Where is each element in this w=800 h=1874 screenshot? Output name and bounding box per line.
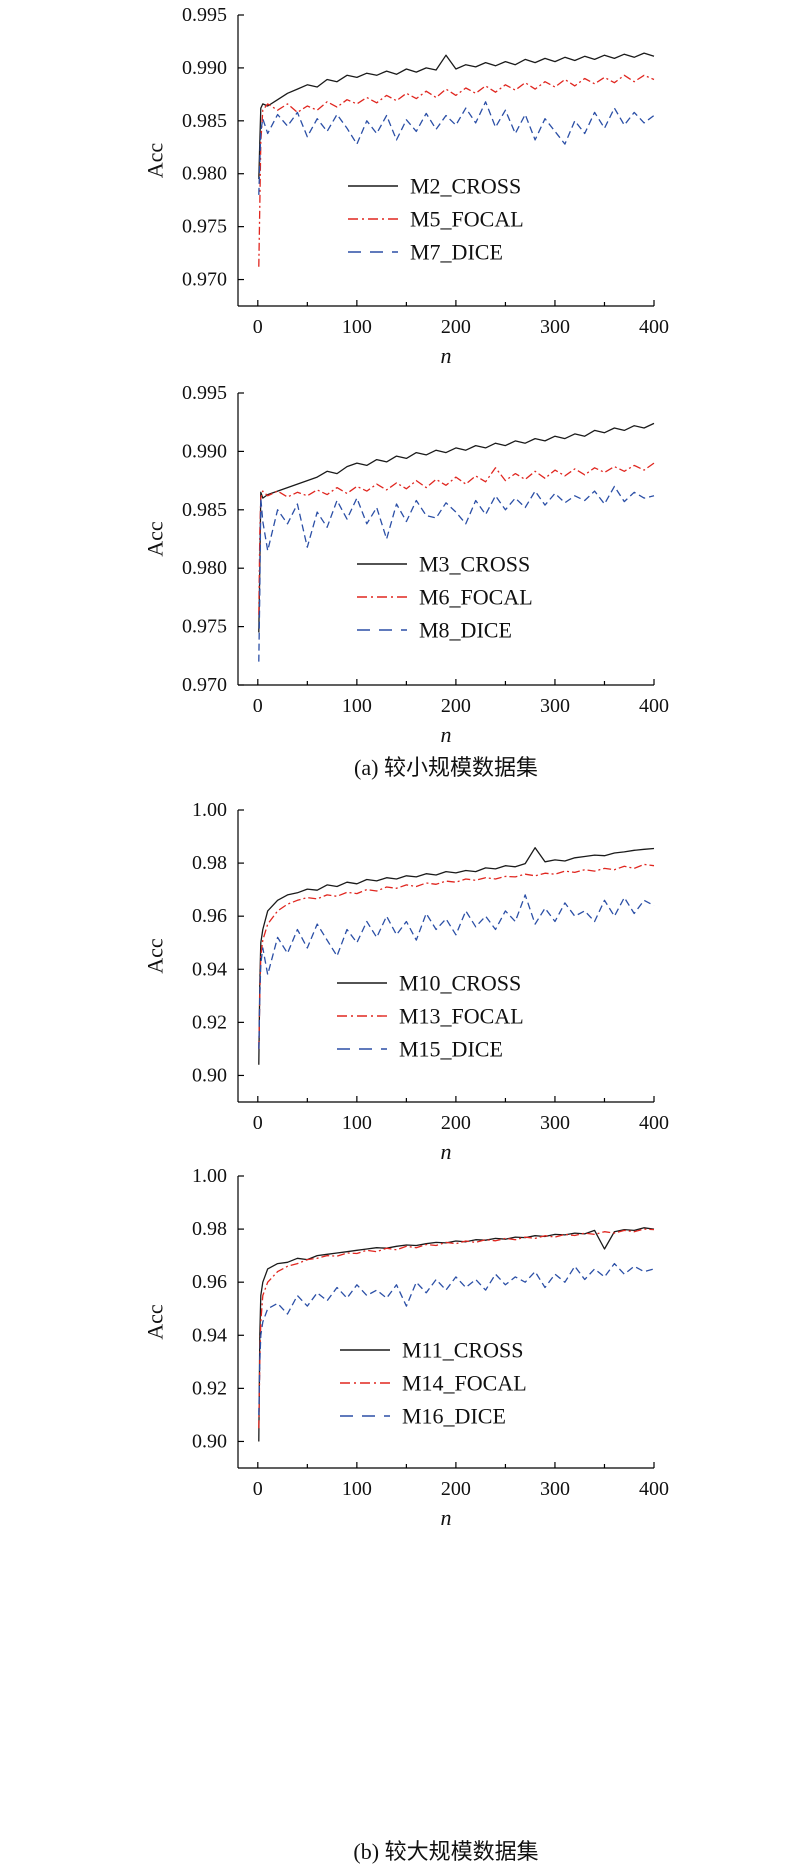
y-tick-label: 0.90 bbox=[192, 1064, 227, 1086]
y-tick-label: 0.92 bbox=[192, 1011, 227, 1033]
y-tick-label: 0.96 bbox=[192, 1271, 227, 1293]
x-tick-label: 400 bbox=[639, 695, 669, 717]
legend-entry-m10-cross: M10_CROSS bbox=[337, 971, 521, 996]
x-tick-label: 200 bbox=[441, 1478, 471, 1500]
series-line-m8-dice bbox=[258, 485, 655, 662]
x-tick-label: 300 bbox=[540, 1112, 570, 1134]
y-tick-label: 0.980 bbox=[182, 163, 227, 185]
y-tick-label: 0.975 bbox=[182, 216, 227, 238]
y-tick-label: 0.94 bbox=[192, 1324, 227, 1346]
y-tick-label: 0.92 bbox=[192, 1377, 227, 1399]
series-line-m2-cross bbox=[258, 52, 655, 180]
legend-entry-m11-cross: M11_CROSS bbox=[340, 1338, 523, 1363]
legend-label: M8_DICE bbox=[419, 618, 512, 643]
legend-label: M7_DICE bbox=[410, 240, 503, 265]
legend-label: M6_FOCAL bbox=[419, 585, 533, 610]
x-tick-label: 0 bbox=[253, 1478, 263, 1500]
x-tick-label: 0 bbox=[253, 1112, 263, 1134]
legend-entry-m14-focal: M14_FOCAL bbox=[340, 1371, 527, 1396]
y-axis-label: Acc bbox=[143, 143, 168, 179]
x-tick-label: 300 bbox=[540, 316, 570, 338]
legend-label: M11_CROSS bbox=[402, 1338, 523, 1363]
y-tick-label: 0.98 bbox=[192, 852, 227, 874]
y-tick-label: 0.975 bbox=[182, 616, 227, 638]
chart-1: 0.995 0.990 0.985 0.980 0.975 0.970 0 100 200 300… bbox=[143, 4, 670, 368]
x-axis-label: n bbox=[441, 1505, 452, 1530]
legend-label: M16_DICE bbox=[402, 1404, 506, 1429]
x-tick-label: 100 bbox=[342, 1112, 372, 1134]
series-line-m6-focal bbox=[258, 462, 655, 615]
y-tick-label: 0.96 bbox=[192, 905, 227, 927]
legend-entry-m13-focal: M13_FOCAL bbox=[337, 1004, 524, 1029]
legend-entry-m3-cross: M3_CROSS bbox=[357, 552, 530, 577]
x-tick-label: 100 bbox=[342, 1478, 372, 1500]
y-tick-label: 0.98 bbox=[192, 1218, 227, 1240]
y-tick-label: 0.970 bbox=[182, 269, 227, 291]
legend-label: M15_DICE bbox=[399, 1037, 503, 1062]
y-tick-label: 0.995 bbox=[182, 382, 227, 404]
legend-label: M2_CROSS bbox=[410, 174, 521, 199]
legend: M10_CROSS M13_FOCAL M15_DICE bbox=[337, 971, 524, 1062]
y-tick-label: 0.990 bbox=[182, 440, 227, 462]
x-tick-label: 0 bbox=[253, 316, 263, 338]
y-tick-label: 0.90 bbox=[192, 1430, 227, 1452]
y-tick-label: 0.995 bbox=[182, 4, 227, 26]
legend-entry-m16-dice: M16_DICE bbox=[340, 1404, 506, 1429]
series-line-m16-dice bbox=[258, 1262, 655, 1415]
y-tick-label: 1.00 bbox=[192, 1165, 227, 1187]
legend-entry-m2-cross: M2_CROSS bbox=[348, 174, 521, 199]
y-tick-label: 0.94 bbox=[192, 958, 227, 980]
legend: M3_CROSS M6_FOCAL M8_DICE bbox=[357, 552, 533, 643]
x-axis-label: n bbox=[441, 343, 452, 368]
series-line-m13-focal bbox=[258, 863, 655, 1049]
legend-label: M3_CROSS bbox=[419, 552, 530, 577]
series-line-m5-focal bbox=[258, 74, 655, 267]
x-tick-label: 200 bbox=[441, 1112, 471, 1134]
legend-entry-m7-dice: M7_DICE bbox=[348, 240, 503, 265]
caption-b: (b) 较大规模数据集 bbox=[353, 1839, 538, 1864]
x-tick-label: 400 bbox=[639, 316, 669, 338]
y-axis-label: Acc bbox=[143, 1304, 168, 1340]
x-tick-label: 200 bbox=[441, 695, 471, 717]
legend-entry-m5-focal: M5_FOCAL bbox=[348, 207, 524, 232]
legend-entry-m6-focal: M6_FOCAL bbox=[357, 585, 533, 610]
x-tick-label: 100 bbox=[342, 316, 372, 338]
x-axis-label: n bbox=[441, 1139, 452, 1164]
legend-label: M14_FOCAL bbox=[402, 1371, 527, 1396]
legend: M2_CROSS M5_FOCAL M7_DICE bbox=[348, 174, 524, 265]
y-axis-label: Acc bbox=[143, 938, 168, 974]
figure-root: (a) 较小规模数据集 (b) 较大规模数据集 0.9950.9900.9850… bbox=[143, 4, 670, 1864]
x-tick-label: 0 bbox=[253, 695, 263, 717]
chart-3: 1.00 0.98 0.96 0.94 0.92 0.90 0 100 200 300 400 Acc… bbox=[143, 799, 670, 1164]
legend-label: M5_FOCAL bbox=[410, 207, 524, 232]
caption-a: (a) 较小规模数据集 bbox=[354, 755, 538, 780]
series-line-m3-cross bbox=[258, 422, 655, 633]
series-line-m10-cross bbox=[258, 847, 655, 1065]
legend-label: M10_CROSS bbox=[399, 971, 521, 996]
legend: M11_CROSS M14_FOCAL M16_DICE bbox=[340, 1338, 527, 1429]
legend-entry-m8-dice: M8_DICE bbox=[357, 618, 512, 643]
y-axis-label: Acc bbox=[143, 521, 168, 557]
y-tick-label: 0.985 bbox=[182, 499, 227, 521]
x-tick-label: 400 bbox=[639, 1112, 669, 1134]
x-tick-label: 400 bbox=[639, 1478, 669, 1500]
chart-2: 0.995 0.990 0.985 0.980 0.975 0.970 0 100 200 300… bbox=[143, 382, 670, 747]
x-tick-label: 100 bbox=[342, 695, 372, 717]
y-tick-label: 0.990 bbox=[182, 57, 227, 79]
series-line-m7-dice bbox=[258, 101, 655, 195]
y-tick-label: 0.985 bbox=[182, 110, 227, 132]
chart-4: 1.00 0.98 0.96 0.94 0.92 0.90 0 100 200 300 400 Acc… bbox=[143, 1165, 670, 1530]
legend-entry-m15-dice: M15_DICE bbox=[337, 1037, 503, 1062]
series-line-m14-focal bbox=[258, 1228, 655, 1429]
y-tick-label: 0.980 bbox=[182, 557, 227, 579]
series-line-m15-dice bbox=[258, 894, 655, 1049]
x-tick-label: 200 bbox=[441, 316, 471, 338]
y-tick-label: 0.970 bbox=[182, 674, 227, 696]
x-axis-label: n bbox=[441, 722, 452, 747]
x-tick-label: 300 bbox=[540, 695, 570, 717]
y-tick-label: 1.00 bbox=[192, 799, 227, 821]
legend-label: M13_FOCAL bbox=[399, 1004, 524, 1029]
x-tick-label: 300 bbox=[540, 1478, 570, 1500]
